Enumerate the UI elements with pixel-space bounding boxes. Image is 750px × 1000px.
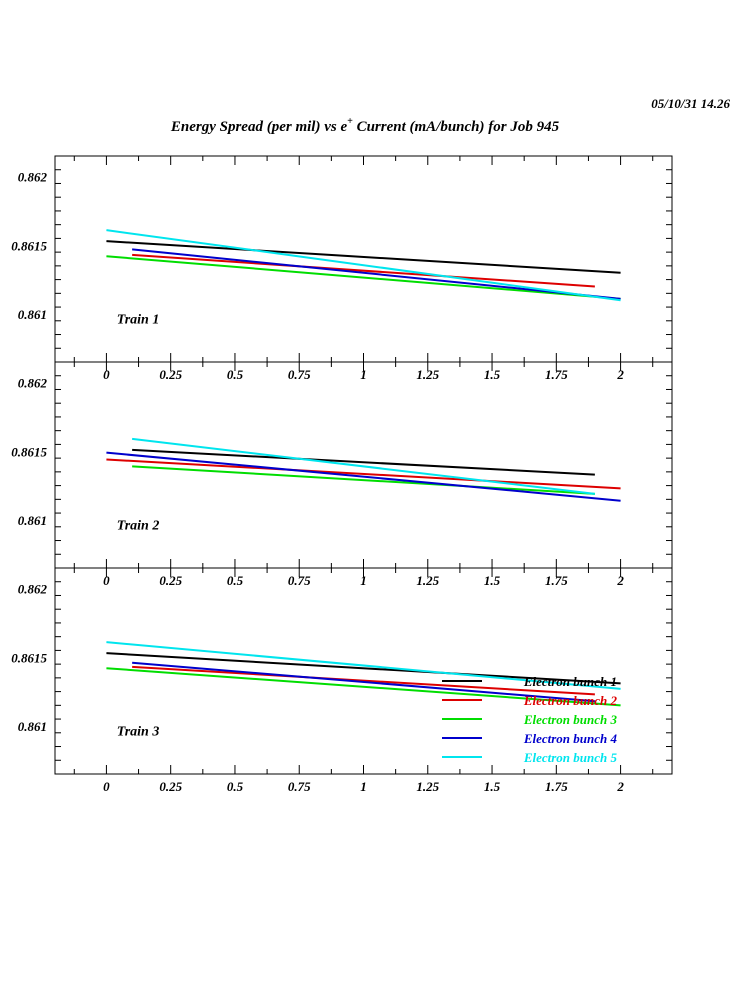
series-line-3 (106, 255, 621, 300)
series-line-3 (106, 667, 621, 707)
x-tick-label: 1.25 (416, 779, 439, 794)
legend-entry-2: Electron bunch 2 (523, 693, 618, 708)
x-tick-label: 0 (103, 573, 110, 588)
x-tick-label: 1.25 (416, 573, 439, 588)
x-tick-label: 0.75 (288, 367, 311, 382)
series-line-3 (132, 465, 595, 495)
series-line-4 (132, 661, 595, 703)
panel-3: 0 0.25 0.5 0.75 1 1.25 1.5 1.75 2 0.862 0.8615 0.86… (11, 567, 673, 794)
series-line-1 (132, 448, 595, 476)
title-suffix: Current (mA/bunch) for Job 945 (353, 119, 560, 135)
y-tick-label: 0.861 (18, 719, 47, 734)
legend-entry-3: Electron bunch 3 (523, 712, 618, 727)
panel-label: Train 1 (117, 313, 160, 328)
series-line-4 (106, 451, 621, 502)
x-tick-label: 1.5 (484, 573, 501, 588)
series-line-5 (132, 437, 595, 495)
title-superscript: + (347, 116, 353, 127)
x-tick-label: 0.5 (227, 573, 244, 588)
x-tick-label: 2 (616, 779, 624, 794)
legend-entry-1: Electron bunch 1 (523, 674, 617, 689)
y-tick-label: 0.861 (18, 307, 47, 322)
x-tick-label: 0.75 (288, 573, 311, 588)
figure-title: Energy Spread (per mil) vs e+ Current (m… (170, 116, 560, 135)
legend-entry-5: Electron bunch 5 (523, 750, 618, 765)
legend: Electron bunch 1 Electron bunch 2 Electron… (442, 674, 617, 765)
series-line-5 (106, 641, 621, 690)
x-tick-label: 0.75 (288, 779, 311, 794)
series-line-1 (106, 240, 621, 274)
y-tick-label: 0.861 (18, 513, 47, 528)
x-tick-label: 1 (360, 573, 367, 588)
x-tick-label: 1.25 (416, 367, 439, 382)
plot-frame (54, 361, 673, 569)
chart-panels: 0 0.25 0.5 0.75 1 1.25 1.5 1.75 2 0.862 0.8615 0.86… (11, 155, 673, 794)
x-tick-label: 0.25 (159, 779, 182, 794)
x-tick-label: 1.75 (545, 367, 568, 382)
title-prefix: Energy Spread (per mil) vs e (170, 119, 348, 135)
x-tick-label: 0.25 (159, 367, 182, 382)
y-tick-label: 0.862 (18, 582, 48, 597)
x-tick-label: 0.25 (159, 573, 182, 588)
x-tick-label: 2 (616, 573, 624, 588)
x-tick-label: 0.5 (227, 779, 244, 794)
x-tick-label: 2 (616, 367, 624, 382)
x-tick-label: 1 (360, 779, 367, 794)
panel-label: Train 3 (117, 725, 160, 740)
y-tick-label: 0.8615 (11, 238, 47, 253)
y-tick-label: 0.862 (18, 170, 48, 185)
x-tick-label: 0.5 (227, 367, 244, 382)
x-tick-label: 1.5 (484, 367, 501, 382)
x-tick-label: 1.75 (545, 779, 568, 794)
series-line-5 (106, 229, 621, 302)
series-line-2 (132, 253, 595, 288)
panel-1: 0 0.25 0.5 0.75 1 1.25 1.5 1.75 2 0.862 0.8615 0.86… (11, 155, 673, 382)
y-tick-label: 0.862 (18, 376, 48, 391)
x-tick-label: 1.5 (484, 779, 501, 794)
y-tick-label: 0.8615 (11, 444, 47, 459)
x-tick-label: 0 (103, 367, 110, 382)
panel-2: 0 0.25 0.5 0.75 1 1.25 1.5 1.75 2 0.862 0.8615 0.86… (11, 361, 673, 588)
series-line-1 (106, 652, 621, 685)
x-tick-label: 0 (103, 779, 110, 794)
legend-entry-4: Electron bunch 4 (523, 731, 618, 746)
x-tick-label: 1.75 (545, 573, 568, 588)
timestamp: 05/10/31 14.26 (651, 96, 730, 111)
y-tick-label: 0.8615 (11, 650, 47, 665)
series-line-2 (106, 458, 621, 490)
series-line-4 (132, 248, 621, 300)
panel-label: Train 2 (117, 519, 160, 534)
x-tick-label: 1 (360, 367, 367, 382)
series-line-2 (132, 665, 595, 696)
